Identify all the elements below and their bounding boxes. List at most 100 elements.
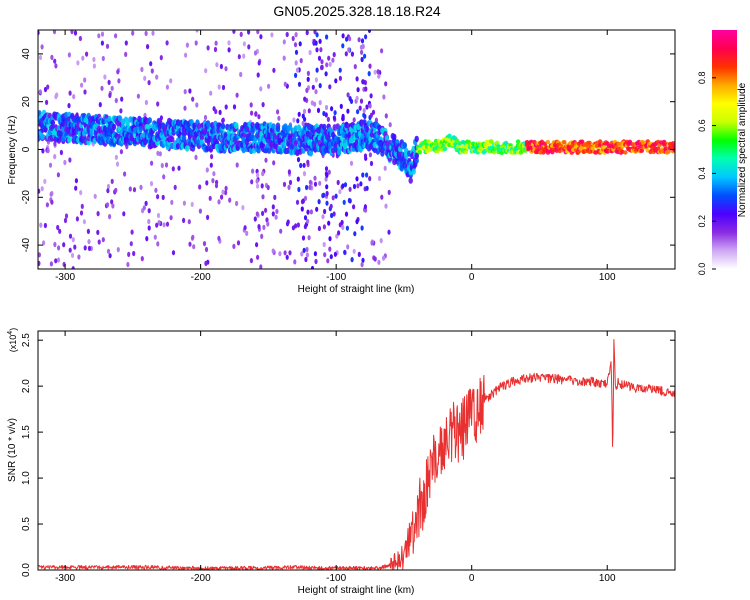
x-tick-label: -100: [326, 573, 346, 584]
spectrogram-speckle: [363, 153, 368, 159]
spectrogram-speckle: [83, 89, 87, 95]
spectrogram-speckle: [206, 45, 210, 51]
spectrogram-speckle: [313, 181, 318, 187]
spectrogram-speckle: [300, 251, 304, 257]
spectrogram-ridge-mark: [492, 150, 497, 155]
spectrogram-speckle: [314, 258, 318, 265]
spectrogram-speckle: [146, 44, 150, 50]
spectrogram-speckle: [46, 84, 50, 90]
spectrogram-speckle: [68, 90, 72, 96]
spectrogram-speckle: [249, 258, 253, 264]
spectrogram-speckle: [328, 246, 332, 252]
spectrogram-speckle: [198, 208, 202, 214]
colorbar-tick-label: 0.0: [697, 263, 707, 276]
spectrogram-speckle: [338, 189, 342, 195]
spectrogram-speckle: [194, 40, 198, 46]
spectrogram-speckle: [149, 61, 153, 67]
spectrogram-speckle: [308, 49, 312, 56]
spectrogram-ridge-mark: [250, 128, 255, 135]
spectrogram-speckle: [322, 192, 326, 198]
spectrogram-speckle: [337, 230, 341, 236]
spectrogram-speckle: [333, 110, 337, 116]
spectrogram-speckle: [232, 30, 236, 34]
y-tick-label: 2.0: [21, 379, 32, 393]
spectrogram-speckle: [304, 256, 308, 263]
spectrogram-speckle: [388, 122, 392, 128]
spectrogram-speckle: [328, 84, 332, 90]
spectrogram-speckle: [261, 210, 265, 216]
spectrogram-speckle: [235, 92, 239, 98]
spectrogram-speckle: [297, 111, 301, 117]
spectrogram-speckle: [355, 76, 359, 82]
spectrogram-speckle: [183, 105, 187, 111]
spectrogram-speckle: [100, 40, 104, 46]
spectrogram-ridge-mark: [392, 133, 397, 141]
spectrogram-ridge-mark: [117, 115, 123, 122]
spectrogram-speckle: [214, 183, 219, 189]
spectrogram-ridge-mark: [111, 123, 117, 131]
spectrogram-speckle: [236, 240, 241, 246]
spectrogram-ridge-mark: [417, 150, 422, 155]
spectrogram-y-axis: -40 -20 0 20 40: [21, 48, 675, 252]
spectrogram-speckle: [355, 95, 359, 101]
spectrogram-speckle: [382, 255, 386, 261]
spectrogram-speckle: [315, 47, 319, 53]
spectrogram-speckle: [324, 104, 329, 111]
spectrogram-speckle: [325, 172, 329, 178]
spectrogram-speckle: [305, 87, 309, 93]
spectrogram-speckle: [105, 43, 110, 49]
spectrogram-speckle: [191, 234, 195, 240]
spectrogram-speckle: [40, 44, 44, 50]
spectrogram-speckle: [170, 199, 174, 205]
spectrogram-ridge-mark: [89, 129, 94, 137]
spectrogram-speckle: [318, 100, 322, 106]
spectrogram-speckle: [376, 69, 380, 75]
spectrogram-speckle: [368, 176, 372, 182]
spectrogram-speckle: [155, 74, 159, 80]
spectrogram-speckle: [341, 183, 345, 189]
spectrogram-speckle: [318, 38, 322, 44]
spectrogram-speckle: [324, 176, 328, 182]
spectrogram-speckle: [203, 114, 208, 121]
spectrogram-speckle: [79, 210, 84, 216]
spectrogram-speckle: [86, 228, 90, 234]
spectrogram-speckle: [64, 213, 69, 219]
spectrogram-speckle: [302, 171, 307, 177]
spectrogram-speckle: [92, 63, 96, 69]
spectrogram-speckle: [317, 55, 322, 61]
spectrogram-speckle: [42, 240, 46, 246]
spectrogram-speckle: [360, 225, 364, 231]
spectrogram-speckle: [348, 186, 352, 192]
spectrogram-speckle: [217, 235, 221, 241]
spectrogram-speckle: [68, 247, 72, 253]
spectrogram-speckle: [324, 112, 328, 118]
spectrogram-speckle: [317, 225, 321, 232]
spectrogram-speckle: [120, 96, 124, 102]
spectrogram-speckle: [45, 202, 50, 208]
spectrogram-speckle: [300, 206, 304, 212]
spectrogram-speckle: [331, 195, 335, 201]
spectrogram-speckle: [116, 247, 120, 253]
spectrogram-speckle: [313, 101, 317, 107]
spectrogram-speckle: [303, 215, 308, 221]
spectrogram-speckle: [328, 236, 332, 242]
spectrogram-ridge-mark: [656, 146, 661, 151]
spectrogram-speckle: [361, 79, 366, 85]
spectrogram-speckle: [190, 201, 194, 207]
spectrogram-ridge-mark: [170, 136, 175, 143]
spectrogram-ridge-mark: [414, 135, 419, 143]
y-tick-label: 1.5: [21, 425, 32, 439]
spectrogram-speckle: [56, 224, 60, 231]
spectrogram-speckle: [144, 99, 148, 106]
spectrogram-speckle: [334, 78, 338, 84]
spectrogram-speckle: [273, 194, 277, 200]
spectrogram-speckle: [217, 199, 221, 205]
spectrogram-ridge-mark: [545, 139, 551, 145]
spectrogram-speckle: [373, 69, 377, 75]
spectrogram-speckle: [330, 212, 334, 219]
spectrogram-ridge-mark: [256, 147, 261, 154]
spectrogram-speckle: [260, 233, 264, 239]
spectrogram-speckle: [131, 30, 135, 36]
spectrogram-speckle: [382, 94, 386, 100]
spectrogram-speckle: [291, 225, 295, 231]
